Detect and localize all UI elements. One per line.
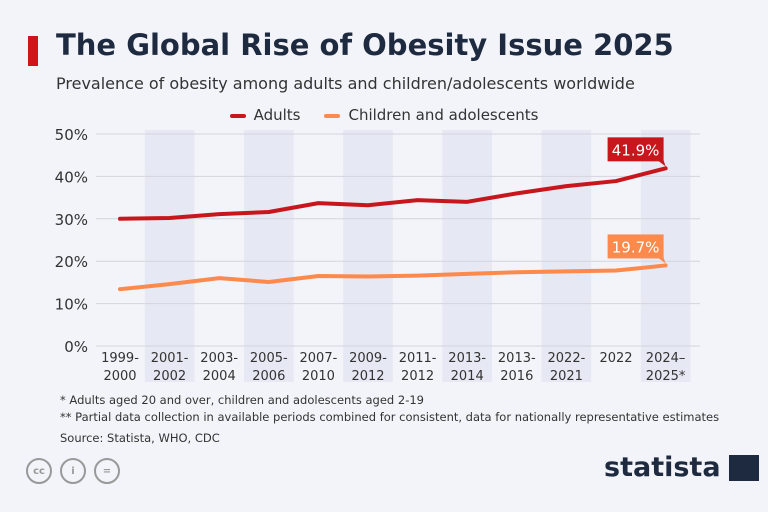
- data-label-pointer: [657, 160, 666, 167]
- category-band: [343, 130, 393, 382]
- x-tick-label: 1999-: [101, 351, 139, 366]
- legend: Adults Children and adolescents: [0, 106, 768, 124]
- data-label-box: [607, 234, 664, 259]
- x-tick-label: 2014: [451, 369, 484, 384]
- x-tick-label: 2003-: [200, 351, 238, 366]
- data-label-box: [607, 137, 664, 162]
- cc-icon[interactable]: cc: [26, 458, 52, 484]
- license-icons: cc i =: [26, 458, 120, 484]
- x-tick-label: 2022: [599, 351, 632, 366]
- category-band: [442, 130, 492, 382]
- footnote-2: ** Partial data collection in available …: [60, 410, 720, 424]
- x-tick-label: 2004: [203, 369, 236, 384]
- x-tick-label: 2012: [351, 369, 384, 384]
- x-tick-label: 2025*: [646, 369, 686, 384]
- x-tick-label: 2021: [550, 369, 583, 384]
- y-tick-label: 50%: [55, 126, 88, 144]
- y-tick-label: 10%: [55, 296, 88, 314]
- x-tick-label: 2013-: [498, 351, 536, 366]
- page-title: The Global Rise of Obesity Issue 2025: [56, 28, 674, 62]
- series-line-children: [118, 263, 668, 292]
- category-band: [244, 130, 294, 382]
- x-tick-label: 2000: [103, 369, 136, 384]
- x-tick-label: 2013-: [448, 351, 486, 366]
- attribution-icon[interactable]: i: [60, 458, 86, 484]
- category-band: [541, 130, 592, 382]
- title-accent-bar: [28, 36, 38, 66]
- statista-logo-icon: [728, 454, 759, 481]
- footnotes: * Adults aged 20 and over, children and …: [60, 392, 719, 426]
- x-tick-label: 2010: [302, 369, 335, 384]
- x-tick-label: 2006: [252, 369, 285, 384]
- x-tick-label: 2001-: [151, 351, 189, 366]
- source: Source: Statista, WHO, CDC: [60, 431, 220, 445]
- data-label: 41.9%: [612, 141, 660, 159]
- x-tick-label: 2009-: [349, 351, 387, 366]
- statista-logo[interactable]: statista: [604, 452, 759, 483]
- data-label-pointer: [657, 257, 666, 264]
- legend-item-children: Children and adolescents: [324, 106, 538, 124]
- y-tick-label: 0%: [64, 338, 88, 356]
- x-tick-label: 2011-: [399, 351, 437, 366]
- x-tick-label: 2012: [401, 369, 434, 384]
- footnote-1: * Adults aged 20 and over, children and …: [60, 393, 424, 407]
- y-tick-label: 20%: [55, 253, 88, 271]
- x-tick-label: 2002: [153, 369, 186, 384]
- y-tick-label: 40%: [55, 168, 88, 186]
- page-subtitle: Prevalence of obesity among adults and c…: [56, 74, 635, 93]
- x-tick-label: 2016: [500, 369, 533, 384]
- x-tick-label: 2005-: [250, 351, 288, 366]
- x-tick-label: 2024–: [646, 351, 686, 366]
- y-tick-label: 30%: [55, 211, 88, 229]
- x-tick-label: 2007-: [300, 351, 338, 366]
- data-label: 19.7%: [612, 238, 660, 256]
- x-tick-label: 2022-: [548, 351, 586, 366]
- legend-item-adults: Adults: [229, 106, 300, 124]
- no-derivatives-icon[interactable]: =: [94, 458, 120, 484]
- category-band: [144, 130, 195, 382]
- series-line-adults: [118, 166, 668, 221]
